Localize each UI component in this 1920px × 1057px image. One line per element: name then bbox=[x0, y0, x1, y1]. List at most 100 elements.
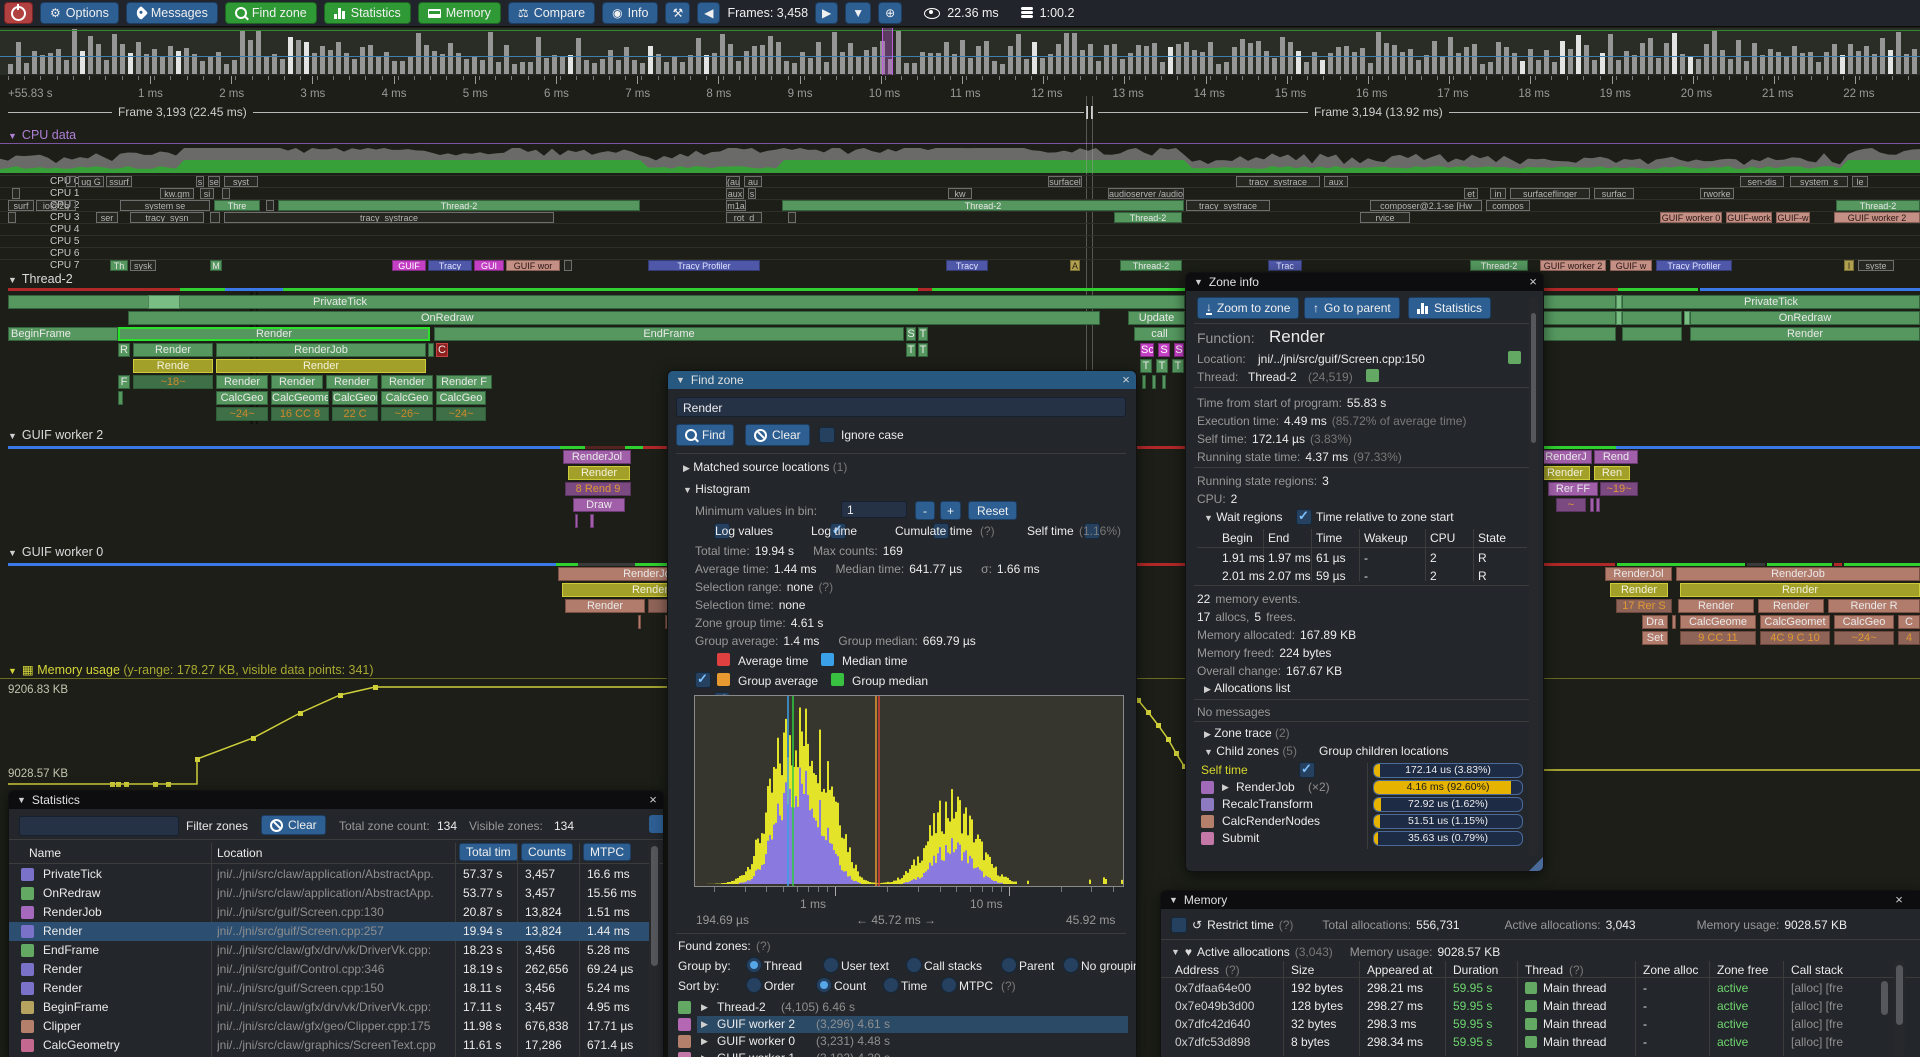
cpu-zone[interactable]: sysk bbox=[130, 260, 156, 271]
cpu-zone[interactable]: Thre bbox=[214, 200, 260, 211]
cpu-zone[interactable]: kw.gm bbox=[160, 188, 194, 199]
close-icon[interactable]: × bbox=[649, 792, 657, 807]
timeline-zone[interactable]: T bbox=[918, 343, 928, 357]
cpu-zone[interactable]: syste bbox=[1858, 260, 1894, 271]
cpu-zone[interactable]: GUIF wor bbox=[506, 260, 560, 271]
cpu-zone[interactable]: Trac bbox=[1268, 260, 1302, 271]
cpu-zone[interactable]: m1a bbox=[726, 200, 746, 211]
timeline-zone[interactable] bbox=[575, 514, 578, 528]
cpu-zone[interactable] bbox=[222, 188, 230, 199]
memory-scrollbar[interactable] bbox=[1896, 965, 1903, 1025]
cpu-zone[interactable]: GUIF worker 2 bbox=[1540, 260, 1606, 271]
table-row[interactable]: Render jni/../jni/src/guif/Screen.cpp:257… bbox=[9, 922, 649, 941]
mem-col-header[interactable]: Thread bbox=[1525, 963, 1564, 977]
timeline-zone[interactable]: C bbox=[436, 343, 448, 357]
cpu-zone[interactable]: s bbox=[196, 176, 204, 187]
timeline-zone[interactable] bbox=[1672, 615, 1676, 629]
relative-time-checkbox[interactable] bbox=[1296, 508, 1312, 525]
timeline-zone[interactable]: Render bbox=[1758, 599, 1824, 613]
timeline-zone[interactable] bbox=[1596, 498, 1600, 512]
cumulate-time-checkbox[interactable] bbox=[933, 523, 950, 539]
mem-address[interactable]: 0x7e049b3d00 bbox=[1175, 999, 1255, 1013]
cpu-zone[interactable]: Thread-2 bbox=[1120, 260, 1182, 271]
guif0-header[interactable]: ▼ GUIF worker 0 bbox=[8, 545, 104, 559]
cpu-zone[interactable]: Tracy bbox=[428, 260, 472, 271]
wait-regions-expander[interactable]: ▼ Wait regions bbox=[1204, 510, 1283, 524]
cpu-zone[interactable]: syst bbox=[224, 176, 258, 187]
cpu-zone[interactable]: Tracy Profiler bbox=[648, 260, 760, 271]
resize-grip[interactable] bbox=[1529, 857, 1543, 871]
statistics-button[interactable]: Statistics bbox=[323, 2, 411, 24]
cpu-zone[interactable] bbox=[266, 200, 274, 211]
timeline-zone[interactable]: ~24~ bbox=[436, 407, 486, 421]
restrict-time-checkbox[interactable] bbox=[1171, 917, 1187, 933]
cpu-zone[interactable] bbox=[210, 212, 220, 223]
cpu-zone[interactable]: Thread-2 bbox=[1114, 212, 1182, 223]
clear-filter-button[interactable]: Clear bbox=[261, 815, 326, 835]
frame-label-left[interactable]: Frame 3,193 (22.45 ms) bbox=[112, 105, 253, 119]
timeline-zone[interactable]: Ren bbox=[1594, 466, 1630, 480]
timeline-zone[interactable] bbox=[1162, 375, 1166, 389]
power-button[interactable] bbox=[4, 2, 33, 24]
cpu-zone[interactable] bbox=[8, 212, 16, 223]
close-icon[interactable]: × bbox=[1529, 274, 1537, 289]
timeline-zone[interactable]: T bbox=[1156, 359, 1168, 373]
cpu-zone[interactable]: rvice bbox=[1360, 212, 1410, 223]
cpu-zone[interactable]: au bbox=[744, 176, 762, 187]
mem-address[interactable]: 0x7dfaa64e00 bbox=[1175, 981, 1252, 995]
timeline-zone[interactable]: Render bbox=[216, 375, 268, 389]
cpu-zone[interactable]: aux bbox=[726, 188, 744, 199]
cpu-zone[interactable] bbox=[12, 188, 20, 199]
timeline-zone[interactable]: Rer FF bbox=[1548, 482, 1598, 496]
mem-callstack[interactable]: [alloc] [fre bbox=[1791, 1017, 1844, 1031]
cpu-zone[interactable]: M bbox=[210, 260, 222, 271]
sort-by-radio[interactable] bbox=[816, 977, 832, 993]
timeline-zone[interactable]: PrivateTick bbox=[1622, 295, 1920, 309]
mem-col-header[interactable]: Zone alloc bbox=[1643, 963, 1699, 977]
child-zones-expander[interactable]: ▼ Child zones (5) bbox=[1204, 744, 1297, 758]
cpu-zone[interactable]: Thread-2 bbox=[1470, 260, 1528, 271]
timeline-zone[interactable] bbox=[1616, 311, 1622, 325]
cpu-zone[interactable]: l bbox=[1844, 260, 1854, 271]
memory-titlebar[interactable]: ▼ Memory bbox=[1161, 891, 1920, 909]
timeline-zone[interactable]: Render bbox=[568, 466, 630, 480]
child-zone-name[interactable]: RecalcTransform bbox=[1222, 797, 1313, 811]
group-by-radio[interactable] bbox=[906, 957, 922, 973]
timeline-zone[interactable]: C bbox=[1898, 615, 1920, 629]
cpu-zone[interactable] bbox=[66, 176, 76, 187]
timeline-zone[interactable]: Set bbox=[1642, 631, 1668, 645]
timeline-zone[interactable]: Render bbox=[1690, 327, 1920, 341]
reset-button[interactable]: Reset bbox=[968, 501, 1018, 520]
timeline-zone[interactable]: Draw bbox=[573, 498, 625, 512]
zone-trace-expander[interactable]: ▶ Zone trace (2) bbox=[1204, 726, 1290, 740]
cpu-zone[interactable]: aux bbox=[1324, 176, 1348, 187]
timeline-zone[interactable]: RenderJ bbox=[1540, 450, 1592, 464]
timeline-zone[interactable]: R bbox=[118, 343, 130, 357]
col-mtpc-button[interactable]: MTPC bbox=[583, 843, 631, 861]
col-counts-button[interactable]: Counts bbox=[521, 843, 574, 861]
mem-col-header[interactable]: Address bbox=[1175, 963, 1220, 977]
cpu-zone[interactable]: s bbox=[748, 188, 756, 199]
timeline-zone[interactable]: RenderJob bbox=[216, 343, 426, 357]
timeline-zone[interactable]: Render F bbox=[436, 375, 492, 389]
cpu-zone[interactable]: GUIF w bbox=[1610, 260, 1652, 271]
cpu-zone[interactable]: surfacel bbox=[1048, 176, 1082, 187]
timeline-zone[interactable]: T bbox=[906, 343, 916, 357]
timeline-zone[interactable]: CalcGeo bbox=[436, 391, 486, 405]
timeline-zone[interactable]: call bbox=[1134, 327, 1185, 341]
cpu-zone[interactable]: composer@2.1-se [Hw bbox=[1370, 200, 1482, 211]
cpu-zone[interactable]: tracy_systrace bbox=[1186, 200, 1270, 211]
log-values-checkbox[interactable] bbox=[714, 523, 731, 539]
cpu-zone[interactable]: kw bbox=[948, 188, 972, 199]
search-input[interactable]: Render bbox=[676, 397, 1126, 417]
mem-address[interactable]: 0x7dfc53d898 bbox=[1175, 1035, 1251, 1049]
cpu-zone[interactable]: ser bbox=[96, 212, 118, 223]
ignore-case-checkbox[interactable] bbox=[819, 427, 835, 443]
mem-col-header[interactable]: Size bbox=[1291, 963, 1315, 977]
cpu-zone[interactable]: et bbox=[1464, 188, 1478, 199]
timeline-zone[interactable]: ~24~ bbox=[216, 407, 268, 421]
cpu-zone[interactable]: in bbox=[1490, 188, 1506, 199]
cpu-zone[interactable]: GUI bbox=[474, 260, 504, 271]
memory-usage-header[interactable]: ▼ ▦ Memory usage (y-range: 178.27 KB, vis… bbox=[8, 663, 374, 677]
frame-dropdown-button[interactable]: ▼ bbox=[845, 2, 872, 24]
